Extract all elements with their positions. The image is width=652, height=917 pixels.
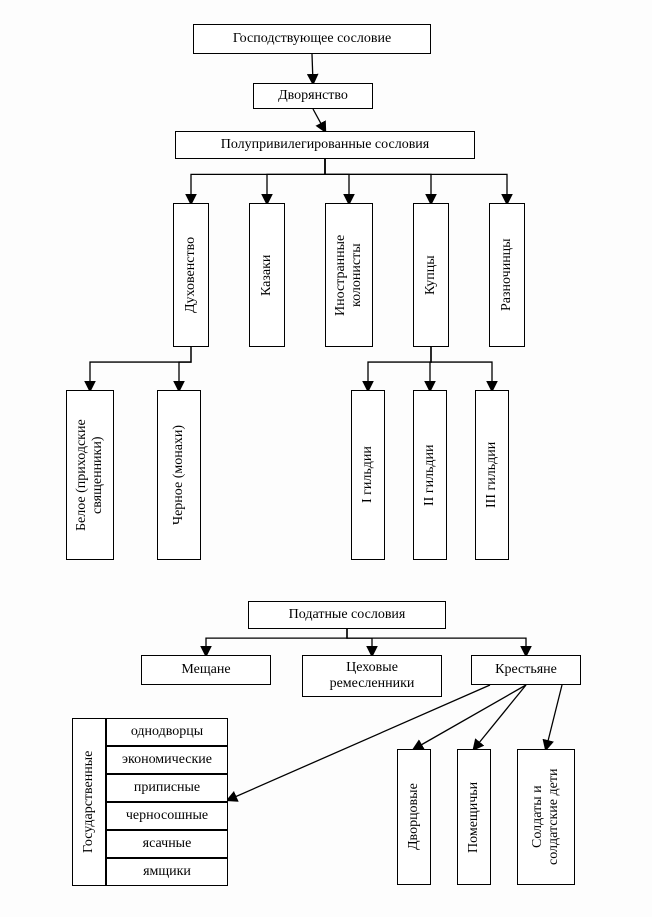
node-economic: экономические	[106, 746, 228, 774]
node-pomeshchichi: Помещичьи	[457, 749, 491, 885]
diagram-canvas: Господствующее сословие Дворянство Полупри…	[0, 0, 652, 917]
node-peasants: Крестьяне	[471, 655, 581, 685]
node-nobility: Дворянство	[253, 83, 373, 109]
node-clergy: Духовенство	[173, 203, 209, 347]
node-black: Черное (монахи)	[157, 390, 201, 560]
node-g2: II гильдии	[413, 390, 447, 560]
node-taxed: Податные сословия	[248, 601, 446, 629]
node-dvortsovye: Дворцовые	[397, 749, 431, 885]
node-craftsmen: Цеховые ремесленники	[302, 655, 442, 697]
node-g1: I гильдии	[351, 390, 385, 560]
node-white: Белое (приходские священники)	[66, 390, 114, 560]
node-raznochintsy: Разночинцы	[489, 203, 525, 347]
node-cossacks: Казаки	[249, 203, 285, 347]
node-yamshchiki: ямщики	[106, 858, 228, 886]
node-colonists: Иностранные колонисты	[325, 203, 373, 347]
node-state: Государственные	[72, 718, 106, 886]
node-meshchane: Мещане	[141, 655, 271, 685]
node-odnodvortsy: однодворцы	[106, 718, 228, 746]
node-g3: III гильдии	[475, 390, 509, 560]
node-pripisnye: приписные	[106, 774, 228, 802]
node-soldiers: Солдаты и солдатские дети	[517, 749, 575, 885]
node-semi: Полупривилегированные сословия	[175, 131, 475, 159]
node-merchants: Купцы	[413, 203, 449, 347]
node-ruling: Господствующее сословие	[193, 24, 431, 54]
node-chernososh: черносошные	[106, 802, 228, 830]
node-yasachnye: ясачные	[106, 830, 228, 858]
